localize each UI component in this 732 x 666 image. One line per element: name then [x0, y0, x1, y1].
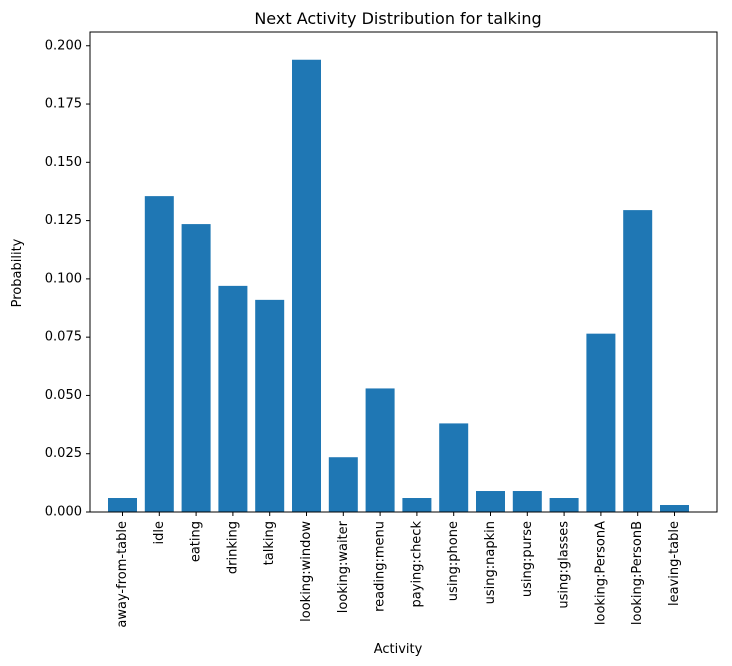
bar-away-from-table: [108, 498, 137, 512]
x-tick-label: using:purse: [520, 521, 535, 597]
x-tick-label: looking:PersonA: [593, 521, 608, 625]
y-tick-label: 0.075: [45, 330, 82, 345]
bar-reading-menu: [365, 388, 395, 512]
x-tick-label: leaving-table: [667, 521, 682, 606]
x-tick-label: talking: [262, 521, 277, 565]
x-tick-label: using:glasses: [557, 521, 572, 609]
y-tick-label: 0.200: [45, 38, 82, 53]
bar-idle: [144, 196, 174, 512]
bar-using-purse: [512, 491, 542, 512]
x-tick-label: eating: [189, 521, 204, 562]
bar-using-phone: [439, 423, 469, 512]
x-tick-label: idle: [152, 521, 167, 544]
y-tick-label: 0.100: [45, 271, 82, 286]
bar-looking-waiter: [328, 457, 358, 512]
x-tick-label: looking:waiter: [336, 520, 351, 613]
y-tick-label: 0.175: [45, 97, 82, 112]
bar-drinking: [218, 285, 248, 512]
bar-looking-personb: [623, 210, 653, 513]
x-tick-label: reading:menu: [373, 521, 388, 612]
x-tick-label: paying:check: [409, 521, 424, 608]
x-tick-label: using:phone: [446, 521, 461, 601]
bar-paying-check: [402, 498, 432, 512]
x-axis-label: Activity: [374, 642, 423, 657]
x-tick-label: away-from-table: [115, 521, 130, 628]
bar-looking-window: [292, 59, 321, 513]
bar-using-glasses: [549, 498, 579, 512]
bar-leaving-table: [660, 505, 689, 512]
y-tick-label: 0.025: [45, 446, 82, 461]
bar-looking-persona: [586, 333, 616, 512]
x-tick-label: looking:PersonB: [630, 521, 645, 625]
y-tick-label: 0.050: [45, 388, 82, 403]
bar-using-napkin: [476, 491, 505, 512]
bars: [108, 59, 689, 513]
y-tick-label: 0.150: [45, 155, 82, 170]
x-tick-label: using:napkin: [483, 521, 498, 604]
x-tick-label: drinking: [225, 521, 240, 574]
y-tick-label: 0.125: [45, 213, 82, 228]
y-axis: 0.000 0.025 0.050 0.075 0.100 0.125 0.150 0.175…: [45, 38, 90, 520]
bar-eating: [181, 224, 211, 512]
y-axis-label: Probability: [10, 238, 25, 307]
x-tick-label: looking:window: [299, 521, 314, 622]
y-tick-label: 0.000: [45, 505, 82, 520]
chart-title: Next Activity Distribution for talking: [254, 9, 541, 28]
bar-talking: [255, 299, 285, 512]
plot-frame: [89, 31, 718, 513]
x-axis: away-from-table idle eating drinking talking…: [115, 512, 682, 628]
